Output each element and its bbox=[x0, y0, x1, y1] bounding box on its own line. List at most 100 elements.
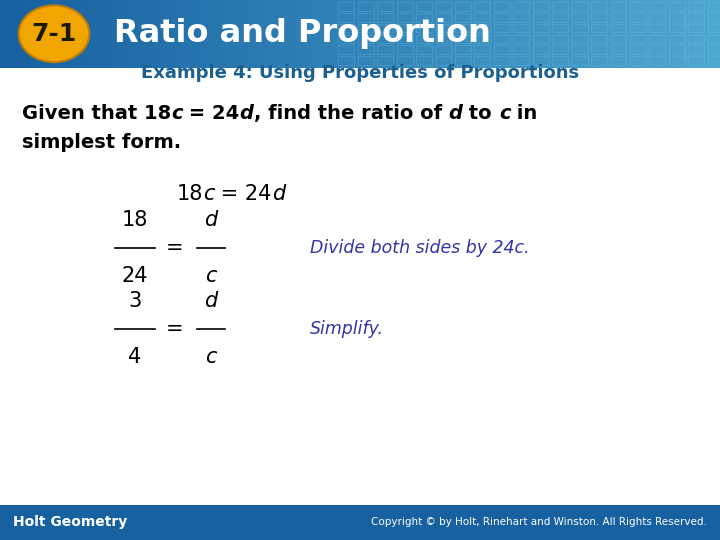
Bar bbox=[494, 13, 510, 22]
Text: 7-1: 7-1 bbox=[32, 22, 76, 46]
Bar bbox=[611, 45, 626, 54]
Bar bbox=[669, 2, 685, 11]
Bar bbox=[688, 13, 704, 22]
Bar bbox=[494, 24, 510, 32]
Bar bbox=[572, 35, 588, 43]
Bar bbox=[494, 2, 510, 11]
Bar bbox=[486, 0, 495, 68]
Bar bbox=[358, 24, 374, 32]
Text: = 24: = 24 bbox=[215, 184, 271, 205]
Bar bbox=[324, 0, 333, 68]
Bar bbox=[455, 13, 471, 22]
Bar bbox=[533, 13, 549, 22]
Bar bbox=[504, 0, 513, 68]
Bar bbox=[81, 0, 90, 68]
Bar bbox=[9, 0, 18, 68]
Bar bbox=[576, 0, 585, 68]
Bar bbox=[630, 2, 646, 11]
Bar bbox=[572, 24, 588, 32]
Bar bbox=[572, 56, 588, 65]
Bar bbox=[333, 0, 342, 68]
Bar bbox=[513, 45, 529, 54]
Bar bbox=[494, 56, 510, 65]
Text: c: c bbox=[205, 266, 217, 287]
Bar bbox=[495, 0, 504, 68]
Bar bbox=[552, 24, 568, 32]
Bar bbox=[591, 2, 607, 11]
Bar bbox=[549, 0, 558, 68]
Bar bbox=[171, 0, 180, 68]
Text: Example 4: Using Properties of Proportions: Example 4: Using Properties of Proportio… bbox=[141, 64, 579, 82]
Bar bbox=[436, 56, 451, 65]
Bar bbox=[540, 0, 549, 68]
Bar bbox=[494, 35, 510, 43]
Bar bbox=[669, 35, 685, 43]
Bar bbox=[342, 0, 351, 68]
Text: d: d bbox=[204, 210, 217, 231]
Bar bbox=[377, 13, 393, 22]
Bar bbox=[531, 0, 540, 68]
Bar bbox=[702, 0, 711, 68]
Bar bbox=[611, 35, 626, 43]
Bar bbox=[377, 45, 393, 54]
Bar bbox=[261, 0, 270, 68]
Bar bbox=[611, 2, 626, 11]
Text: c: c bbox=[205, 347, 217, 368]
Bar bbox=[533, 35, 549, 43]
Bar bbox=[591, 13, 607, 22]
Text: in: in bbox=[510, 104, 538, 123]
Bar bbox=[675, 0, 684, 68]
Bar bbox=[338, 56, 354, 65]
Bar bbox=[513, 0, 522, 68]
Bar bbox=[639, 0, 648, 68]
Bar bbox=[397, 56, 413, 65]
Bar bbox=[552, 56, 568, 65]
Bar bbox=[405, 0, 414, 68]
Bar bbox=[649, 45, 665, 54]
Bar bbox=[666, 0, 675, 68]
Bar bbox=[338, 2, 354, 11]
Bar bbox=[611, 24, 626, 32]
Text: d: d bbox=[449, 104, 462, 123]
Text: =: = bbox=[166, 319, 184, 340]
Text: 24: 24 bbox=[122, 266, 148, 287]
Text: simplest form.: simplest form. bbox=[22, 132, 181, 152]
Bar bbox=[117, 0, 126, 68]
Bar bbox=[436, 24, 451, 32]
Bar bbox=[358, 56, 374, 65]
Bar bbox=[397, 45, 413, 54]
Bar bbox=[591, 35, 607, 43]
Bar bbox=[669, 24, 685, 32]
Bar bbox=[513, 56, 529, 65]
Bar bbox=[552, 35, 568, 43]
Bar bbox=[288, 0, 297, 68]
Bar bbox=[338, 45, 354, 54]
Bar bbox=[450, 0, 459, 68]
Text: = 24: = 24 bbox=[182, 104, 240, 123]
Bar bbox=[18, 0, 27, 68]
Bar bbox=[522, 0, 531, 68]
Bar bbox=[669, 56, 685, 65]
Bar bbox=[474, 56, 490, 65]
Bar bbox=[649, 56, 665, 65]
Bar bbox=[378, 0, 387, 68]
Bar bbox=[630, 45, 646, 54]
Text: , find the ratio of: , find the ratio of bbox=[253, 104, 449, 123]
Bar bbox=[315, 0, 324, 68]
Text: 3: 3 bbox=[128, 291, 141, 312]
Bar bbox=[591, 24, 607, 32]
Bar bbox=[657, 0, 666, 68]
Bar bbox=[708, 35, 720, 43]
Bar bbox=[552, 2, 568, 11]
Bar bbox=[279, 0, 288, 68]
Bar bbox=[455, 2, 471, 11]
Bar bbox=[414, 0, 423, 68]
Bar bbox=[377, 24, 393, 32]
Bar bbox=[708, 2, 720, 11]
Ellipse shape bbox=[19, 5, 89, 62]
Bar bbox=[621, 0, 630, 68]
Bar bbox=[708, 24, 720, 32]
Bar bbox=[338, 35, 354, 43]
Bar bbox=[688, 24, 704, 32]
Bar bbox=[358, 45, 374, 54]
